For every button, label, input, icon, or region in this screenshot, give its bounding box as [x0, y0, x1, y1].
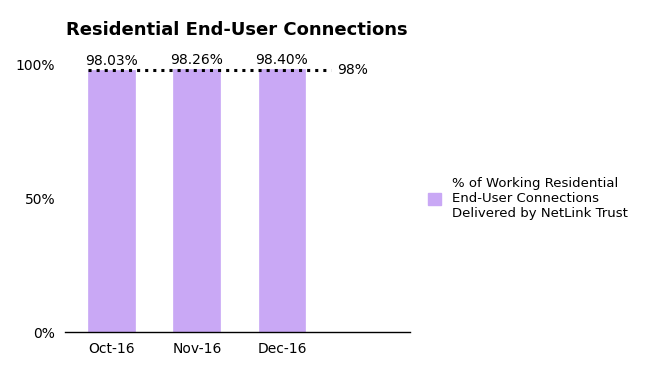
- Legend: % of Working Residential
End-User Connections
Delivered by NetLink Trust: % of Working Residential End-User Connec…: [422, 172, 633, 225]
- Bar: [174, 69, 220, 332]
- Text: 98%: 98%: [337, 63, 369, 77]
- Text: 98.03%: 98.03%: [85, 54, 138, 68]
- Text: 98.26%: 98.26%: [170, 53, 224, 67]
- Text: 98.40%: 98.40%: [255, 53, 308, 67]
- Title: Residential End-User Connections: Residential End-User Connections: [66, 21, 408, 39]
- Bar: [88, 70, 135, 332]
- Bar: [259, 69, 305, 332]
